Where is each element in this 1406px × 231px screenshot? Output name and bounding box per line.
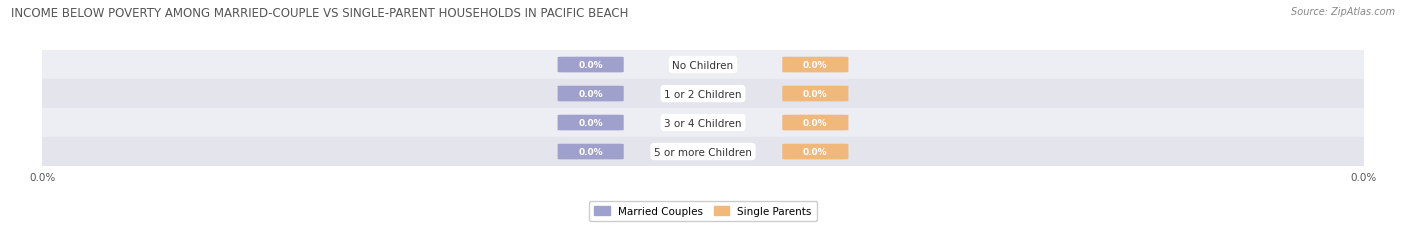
Text: 0.0%: 0.0% [578,119,603,128]
Bar [42,51,1364,80]
Text: 3 or 4 Children: 3 or 4 Children [664,118,742,128]
Text: 1 or 2 Children: 1 or 2 Children [664,89,742,99]
FancyBboxPatch shape [782,86,848,102]
FancyBboxPatch shape [558,115,624,131]
Text: 0.0%: 0.0% [803,147,828,156]
Text: No Children: No Children [672,60,734,70]
FancyBboxPatch shape [782,115,848,131]
Text: 0.0%: 0.0% [803,61,828,70]
FancyBboxPatch shape [558,144,624,160]
FancyBboxPatch shape [782,144,848,160]
Text: 5 or more Children: 5 or more Children [654,147,752,157]
FancyBboxPatch shape [782,58,848,73]
Bar [42,109,1364,137]
FancyBboxPatch shape [558,86,624,102]
Text: 0.0%: 0.0% [803,119,828,128]
Text: 0.0%: 0.0% [803,90,828,99]
FancyBboxPatch shape [558,58,624,73]
Text: 0.0%: 0.0% [578,61,603,70]
Text: INCOME BELOW POVERTY AMONG MARRIED-COUPLE VS SINGLE-PARENT HOUSEHOLDS IN PACIFIC: INCOME BELOW POVERTY AMONG MARRIED-COUPL… [11,7,628,20]
Legend: Married Couples, Single Parents: Married Couples, Single Parents [589,201,817,221]
Text: 0.0%: 0.0% [578,90,603,99]
Text: Source: ZipAtlas.com: Source: ZipAtlas.com [1291,7,1395,17]
Text: 0.0%: 0.0% [578,147,603,156]
Bar [42,80,1364,109]
Bar [42,137,1364,166]
